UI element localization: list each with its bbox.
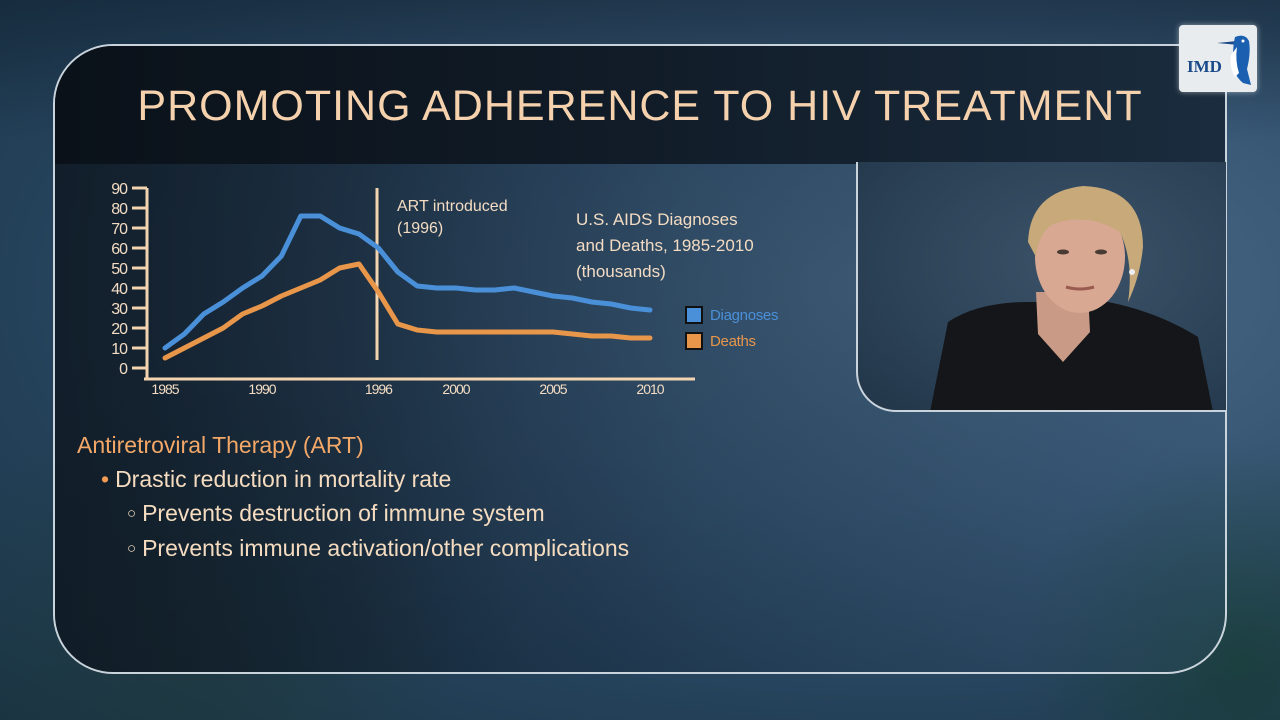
bullet-list: Antiretroviral Therapy (ART) • Drastic re… [77,428,629,566]
svg-text:30: 30 [111,301,128,318]
svg-text:20: 20 [111,321,128,338]
bullet-text: Drastic reduction in mortality rate [115,466,452,492]
x-axis-ticks: 1985 1990 1996 2000 2005 2010 [151,381,665,397]
deaths-swatch [685,332,703,350]
line-chart: 0 10 20 30 40 50 60 70 80 90 1985 1990 1996 2000 2005… [111,181,695,397]
diagnoses-series-line [162,213,653,351]
deaths-series-line [162,261,653,361]
chart-title: U.S. AIDS Diagnoses and Deaths, 1985-201… [576,210,754,281]
svg-text:90: 90 [111,181,128,198]
art-introduced-annotation: ART introduced (1996) [397,198,508,237]
svg-text:2000: 2000 [442,381,470,397]
speaker-video[interactable] [856,162,1226,412]
svg-text:1990: 1990 [248,381,276,397]
legend-item-diagnoses: Diagnoses [685,302,778,328]
diagnoses-swatch [685,306,703,324]
bullet-level2: ○ Prevents destruction of immune system [77,496,629,531]
svg-text:1985: 1985 [151,381,179,397]
bullet-heading: Antiretroviral Therapy (ART) [77,432,364,458]
svg-text:10: 10 [111,341,128,358]
chart-legend: Diagnoses Deaths [685,302,778,354]
svg-text:0: 0 [119,361,128,378]
svg-text:50: 50 [111,261,128,278]
svg-text:2010: 2010 [636,381,664,397]
bullet-level2: ○ Prevents immune activation/other compli… [77,531,629,566]
legend-label: Diagnoses [710,306,779,324]
svg-text:40: 40 [111,281,128,298]
imd-logo: IMD [1179,25,1257,92]
legend-label: Deaths [710,332,756,350]
bullet-level1: • Drastic reduction in mortality rate [77,462,629,496]
logo-text: IMD [1187,57,1222,76]
bullet-text: Prevents destruction of immune system [142,500,545,526]
svg-text:1996: 1996 [365,381,393,397]
speaker-figure [930,186,1213,410]
kingfisher-bird-icon [1217,35,1251,85]
legend-item-deaths: Deaths [685,328,778,354]
svg-text:80: 80 [111,201,128,218]
bullet-circle-icon: ○ [127,505,137,522]
svg-text:60: 60 [111,241,128,258]
bullet-circle-icon: ○ [127,540,137,557]
slide-title: PROMOTING ADHERENCE TO HIV TREATMENT [137,82,1143,130]
y-axis-ticks: 0 10 20 30 40 50 60 70 80 90 [111,181,147,378]
svg-text:2005: 2005 [539,381,567,397]
bullet-text: Prevents immune activation/other complic… [142,535,630,561]
svg-text:70: 70 [111,221,128,238]
title-band: PROMOTING ADHERENCE TO HIV TREATMENT [55,46,1225,164]
bullet-dot-icon: • [101,466,110,492]
